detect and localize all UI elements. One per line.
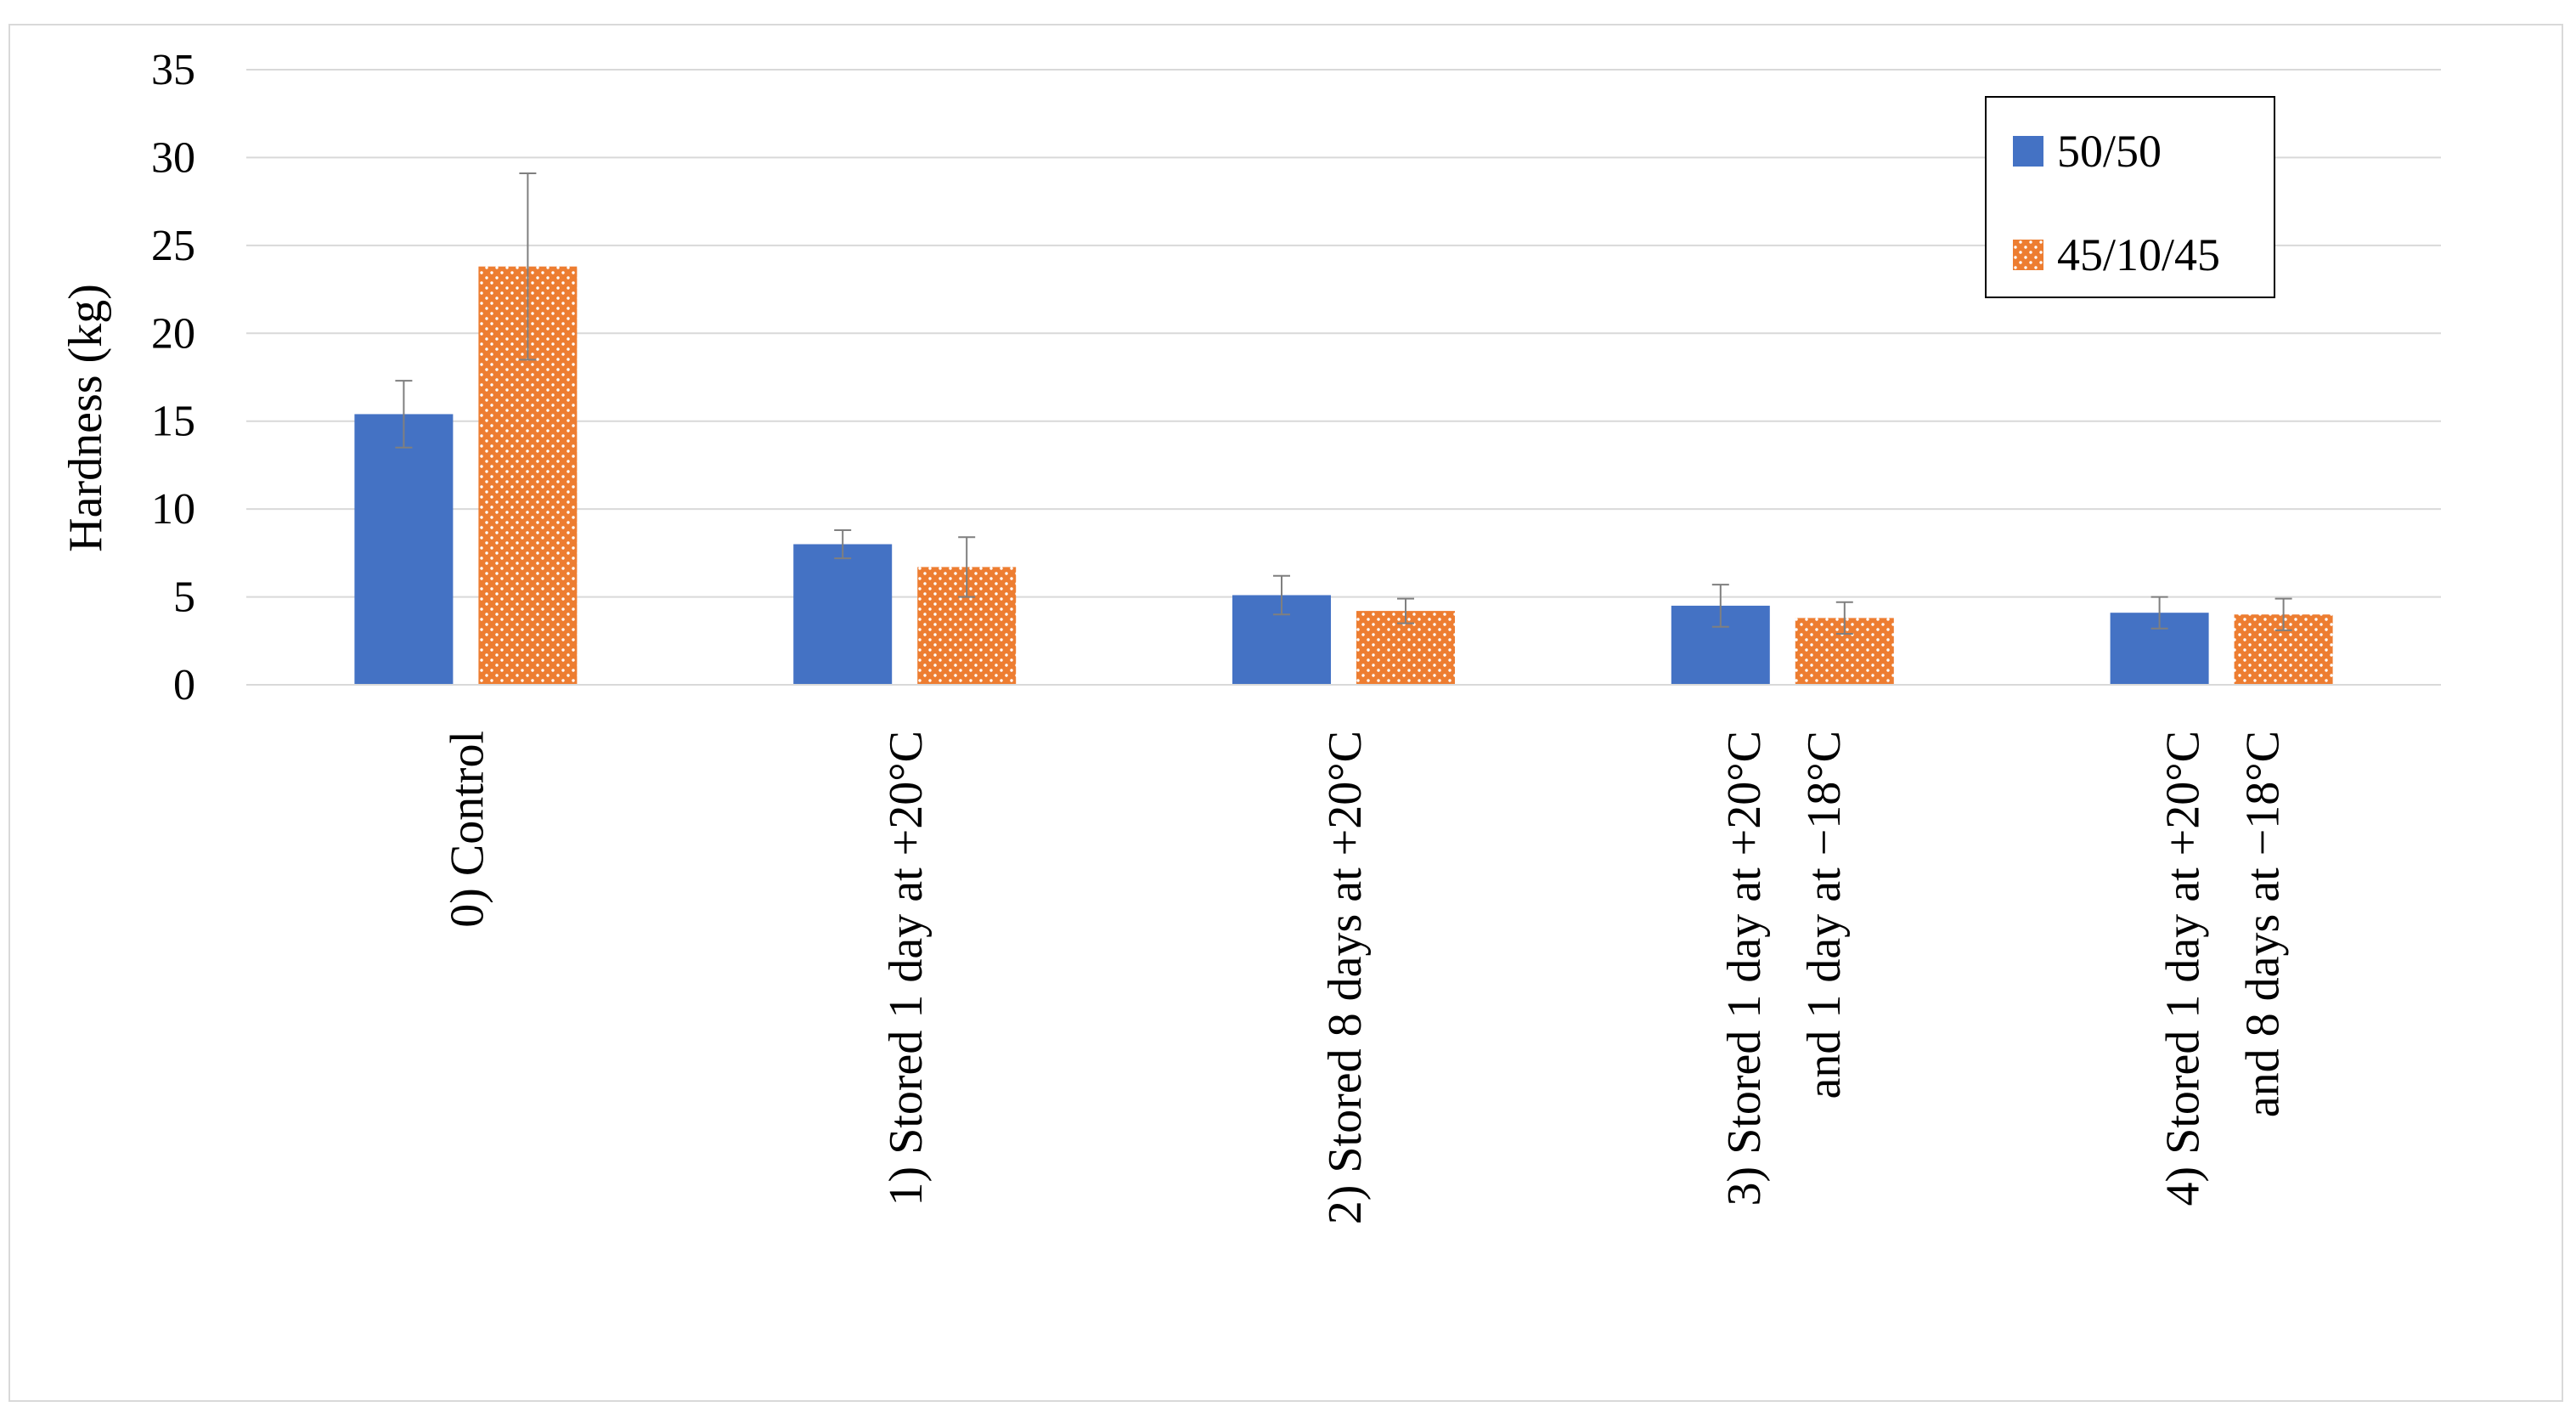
legend-swatch-50-50 <box>2013 136 2043 167</box>
y-tick-label-15: 15 <box>151 398 195 446</box>
y-tick-label-25: 25 <box>151 222 195 270</box>
error-bars <box>395 172 2292 636</box>
x-tick-label-3-line-0: 3) Stored 1 day at +20°C <box>1718 731 1771 1206</box>
y-axis-title: Hardness (kg) <box>59 284 112 552</box>
x-tick-label-3-line-1: and 1 day at −18°C <box>1798 731 1851 1099</box>
bar-50-50-cat-1 <box>793 544 893 685</box>
bars <box>354 266 2333 685</box>
hardness-bar-chart: 0 5 10 15 20 25 30 35 0) Control 1) Stored 1 day … <box>59 46 2441 1224</box>
x-tick-label-4-line-1: and 8 days at −18°C <box>2237 731 2290 1117</box>
legend-label-45-10-45: 45/10/45 <box>2057 229 2220 280</box>
legend-label-50-50: 50/50 <box>2057 126 2162 177</box>
bar-50-50-cat-0 <box>354 414 454 685</box>
y-tick-label-10: 10 <box>151 485 195 534</box>
x-tick-label-4-line-0: 4) Stored 1 day at +20°C <box>2157 731 2210 1206</box>
x-tick-label-0-line-0: 0) Control <box>441 731 493 928</box>
legend-swatch-45-10-45 <box>2013 240 2043 270</box>
y-tick-label-30: 30 <box>151 133 195 182</box>
legend: 50/50 45/10/45 <box>1985 96 2275 298</box>
x-tick-label-2-line-0: 2) Stored 8 days at +20°C <box>1319 731 1372 1224</box>
x-tick-label-1-line-0: 1) Stored 1 day at +20°C <box>880 731 933 1206</box>
axes: 0 5 10 15 20 25 30 35 0) Control 1) Stored 1 day … <box>151 46 2441 1224</box>
y-tick-label-35: 35 <box>151 46 195 94</box>
gridlines <box>246 69 2441 598</box>
y-tick-label-20: 20 <box>151 309 195 358</box>
y-tick-label-0: 0 <box>173 661 195 709</box>
chart-frame: 0 5 10 15 20 25 30 35 0) Control 1) Stored 1 day … <box>8 24 2563 1402</box>
y-tick-label-5: 5 <box>173 573 195 622</box>
